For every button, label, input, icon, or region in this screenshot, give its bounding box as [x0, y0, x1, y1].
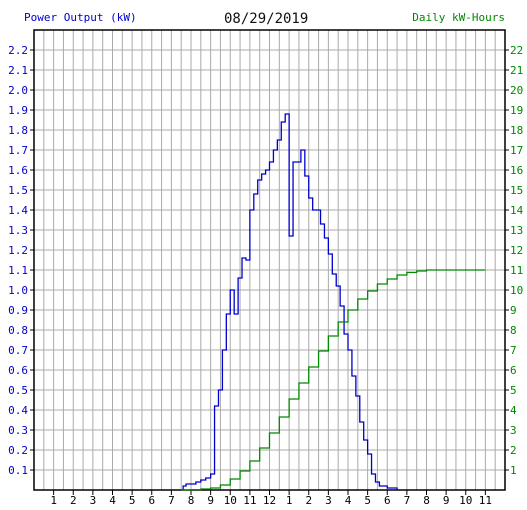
y-left-tick-label: 1.0 — [8, 284, 28, 297]
y-right-tick-label: 11 — [510, 264, 523, 277]
y-left-tick-label: 0.8 — [8, 324, 28, 337]
y-left-tick-label: 1.1 — [8, 264, 28, 277]
y-right-tick-label: 20 — [510, 84, 523, 97]
y-left-tick-label: 1.6 — [8, 164, 28, 177]
y-left-tick-label: 1.8 — [8, 124, 28, 137]
y-left-tick-label: 0.6 — [8, 364, 28, 377]
y-left-tick-label: 2.0 — [8, 84, 28, 97]
y-right-tick-label: 7 — [510, 344, 517, 357]
power-output-series — [181, 113, 398, 491]
y-right-tick-label: 4 — [510, 404, 517, 417]
y-right-tick-label: 6 — [510, 364, 517, 377]
y-left-tick-label: 1.7 — [8, 144, 28, 157]
x-tick-label: 4 — [109, 494, 116, 507]
y-right-tick-label: 1 — [510, 464, 517, 477]
x-tick-label: 6 — [148, 494, 155, 507]
x-tick-label: 12 — [263, 494, 276, 507]
x-tick-label: 5 — [129, 494, 136, 507]
y-left-tick-label: 0.4 — [8, 404, 28, 417]
y-right-tick-label: 17 — [510, 144, 523, 157]
y-left-tick-label: 1.9 — [8, 104, 28, 117]
y-left-tick-label: 0.7 — [8, 344, 28, 357]
y-left-tick-label: 0.9 — [8, 304, 28, 317]
y-left-tick-label: 0.5 — [8, 384, 28, 397]
x-tick-label: 9 — [207, 494, 214, 507]
x-tick-label: 8 — [423, 494, 430, 507]
y-right-tick-label: 14 — [510, 204, 524, 217]
x-tick-label: 6 — [384, 494, 391, 507]
x-tick-label: 10 — [459, 494, 472, 507]
y-right-tick-label: 15 — [510, 184, 523, 197]
y-right-tick-label: 10 — [510, 284, 523, 297]
chart-date-title: 08/29/2019 — [224, 11, 309, 27]
y-right-tick-label: 3 — [510, 424, 517, 437]
x-tick-label: 2 — [305, 494, 312, 507]
x-tick-label: 7 — [404, 494, 411, 507]
x-tick-label: 1 — [50, 494, 57, 507]
y-right-tick-label: 16 — [510, 164, 523, 177]
x-tick-label: 10 — [224, 494, 237, 507]
y-left-tick-label: 1.5 — [8, 184, 28, 197]
x-tick-label: 3 — [90, 494, 97, 507]
y-right-tick-label: 8 — [510, 324, 517, 337]
y-right-tick-label: 2 — [510, 444, 517, 457]
y-right-tick-label: 22 — [510, 44, 523, 57]
x-tick-label: 9 — [443, 494, 450, 507]
y-left-tick-label: 0.3 — [8, 424, 28, 437]
x-tick-label: 5 — [364, 494, 371, 507]
y-left-tick-label: 1.4 — [8, 204, 28, 217]
y-left-tick-label: 0.2 — [8, 444, 28, 457]
x-tick-label: 1 — [286, 494, 293, 507]
y-left-tick-label: 2.2 — [8, 44, 28, 57]
y-right-tick-label: 5 — [510, 384, 517, 397]
x-tick-label: 4 — [345, 494, 352, 507]
y-right-tick-label: 19 — [510, 104, 523, 117]
daily-kwh-series — [181, 269, 486, 491]
y-left-tick-label: 1.2 — [8, 244, 28, 257]
y-right-tick-label: 18 — [510, 124, 523, 137]
y-right-tick-label: 9 — [510, 304, 517, 317]
right-axis-title: Daily kW-Hours — [412, 11, 505, 24]
x-tick-label: 8 — [188, 494, 195, 507]
x-tick-label: 11 — [243, 494, 256, 507]
y-right-tick-label: 12 — [510, 244, 523, 257]
x-tick-label: 2 — [70, 494, 77, 507]
y-left-tick-label: 2.1 — [8, 64, 28, 77]
y-right-tick-label: 13 — [510, 224, 523, 237]
y-left-tick-label: 0.1 — [8, 464, 28, 477]
x-tick-label: 11 — [479, 494, 492, 507]
y-left-tick-label: 1.3 — [8, 224, 28, 237]
x-tick-label: 3 — [325, 494, 332, 507]
left-axis-title: Power Output (kW) — [24, 11, 137, 24]
y-right-tick-label: 21 — [510, 64, 523, 77]
x-tick-label: 7 — [168, 494, 175, 507]
